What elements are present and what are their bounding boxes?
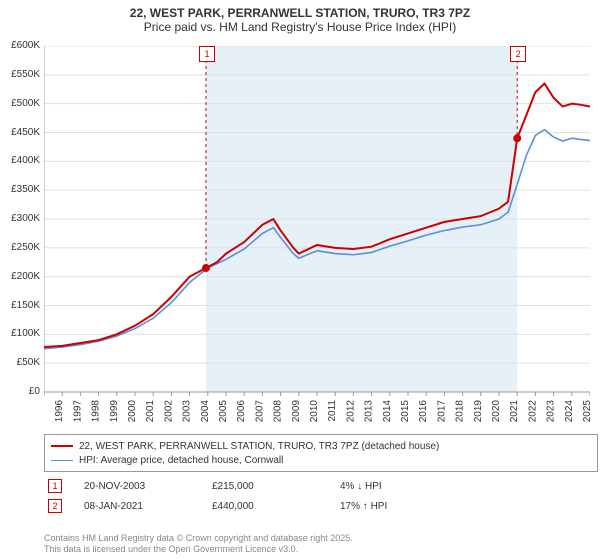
- legend-label-1: 22, WEST PARK, PERRANWELL STATION, TRURO…: [79, 441, 439, 452]
- ytick-label: £350K: [0, 184, 40, 195]
- svg-text:2015: 2015: [400, 400, 411, 422]
- ytick-label: £0: [0, 386, 40, 397]
- title-address: 22, WEST PARK, PERRANWELL STATION, TRURO…: [0, 6, 600, 20]
- chart-titles: 22, WEST PARK, PERRANWELL STATION, TRURO…: [0, 0, 600, 34]
- marker-badge-2: 2: [48, 499, 62, 513]
- ytick-label: £100K: [0, 328, 40, 339]
- svg-text:1996: 1996: [54, 400, 65, 422]
- txn-price-2: £440,000: [208, 496, 336, 516]
- ytick-label: £400K: [0, 155, 40, 166]
- svg-text:2000: 2000: [127, 400, 138, 422]
- svg-text:1998: 1998: [91, 400, 102, 422]
- svg-text:1997: 1997: [72, 400, 83, 422]
- svg-text:2006: 2006: [236, 400, 247, 422]
- marker-badge-1: 1: [48, 479, 62, 493]
- legend-swatch-2: [51, 460, 73, 461]
- svg-text:1995: 1995: [44, 400, 47, 422]
- txn-date-1: 20-NOV-2003: [80, 476, 208, 496]
- table-row: 2 08-JAN-2021 £440,000 17% ↑ HPI: [44, 496, 584, 516]
- svg-text:2011: 2011: [327, 400, 338, 422]
- legend-row-1: 22, WEST PARK, PERRANWELL STATION, TRURO…: [51, 439, 591, 453]
- table-row: 1 20-NOV-2003 £215,000 4% ↓ HPI: [44, 476, 584, 496]
- ytick-label: £500K: [0, 98, 40, 109]
- svg-text:2017: 2017: [436, 400, 447, 422]
- chart-container: { "title_line1": "22, WEST PARK, PERRANW…: [0, 0, 600, 560]
- transactions-table: 1 20-NOV-2003 £215,000 4% ↓ HPI 2 08-JAN…: [44, 476, 584, 516]
- title-subtitle: Price paid vs. HM Land Registry's House …: [0, 20, 600, 34]
- svg-text:2007: 2007: [254, 400, 265, 422]
- svg-text:2008: 2008: [273, 400, 284, 422]
- attribution: Contains HM Land Registry data © Crown c…: [44, 533, 353, 556]
- legend-label-2: HPI: Average price, detached house, Corn…: [79, 455, 283, 466]
- svg-text:2023: 2023: [546, 400, 557, 422]
- txn-date-2: 08-JAN-2021: [80, 496, 208, 516]
- svg-text:2020: 2020: [491, 400, 502, 422]
- attrib-line-2: This data is licensed under the Open Gov…: [44, 544, 353, 556]
- legend-box: 22, WEST PARK, PERRANWELL STATION, TRURO…: [44, 434, 598, 472]
- svg-text:2022: 2022: [527, 400, 538, 422]
- svg-text:2025: 2025: [582, 400, 590, 422]
- svg-text:2014: 2014: [382, 400, 393, 422]
- legend-swatch-1: [51, 445, 73, 447]
- svg-text:2018: 2018: [455, 400, 466, 422]
- svg-text:2024: 2024: [564, 400, 575, 422]
- chart-marker-flag: 1: [199, 46, 215, 62]
- txn-price-1: £215,000: [208, 476, 336, 496]
- legend-row-2: HPI: Average price, detached house, Corn…: [51, 453, 591, 467]
- svg-text:2004: 2004: [200, 400, 211, 422]
- svg-text:1999: 1999: [109, 400, 120, 422]
- ytick-label: £550K: [0, 69, 40, 80]
- txn-delta-1: 4% ↓ HPI: [336, 476, 584, 496]
- chart-svg: 1995 1996 1997 1998 1999 2000 2001 2002 2003 2004…: [44, 46, 590, 422]
- svg-text:2013: 2013: [364, 400, 375, 422]
- chart-marker-flag: 2: [510, 46, 526, 62]
- ytick-label: £200K: [0, 271, 40, 282]
- svg-text:2009: 2009: [291, 400, 302, 422]
- ytick-label: £150K: [0, 300, 40, 311]
- svg-text:2010: 2010: [309, 400, 320, 422]
- svg-text:2005: 2005: [218, 400, 229, 422]
- ytick-label: £250K: [0, 242, 40, 253]
- svg-text:2016: 2016: [418, 400, 429, 422]
- svg-text:2019: 2019: [473, 400, 484, 422]
- chart-plot-area: 1995 1996 1997 1998 1999 2000 2001 2002 2003 2004…: [44, 46, 590, 422]
- svg-text:2021: 2021: [509, 400, 520, 422]
- ytick-label: £600K: [0, 40, 40, 51]
- attrib-line-1: Contains HM Land Registry data © Crown c…: [44, 533, 353, 545]
- ytick-label: £300K: [0, 213, 40, 224]
- svg-text:2001: 2001: [145, 400, 156, 422]
- ytick-label: £50K: [0, 357, 40, 368]
- svg-text:2012: 2012: [345, 400, 356, 422]
- svg-text:2003: 2003: [182, 400, 193, 422]
- txn-delta-2: 17% ↑ HPI: [336, 496, 584, 516]
- ytick-label: £450K: [0, 127, 40, 138]
- svg-text:2002: 2002: [163, 400, 174, 422]
